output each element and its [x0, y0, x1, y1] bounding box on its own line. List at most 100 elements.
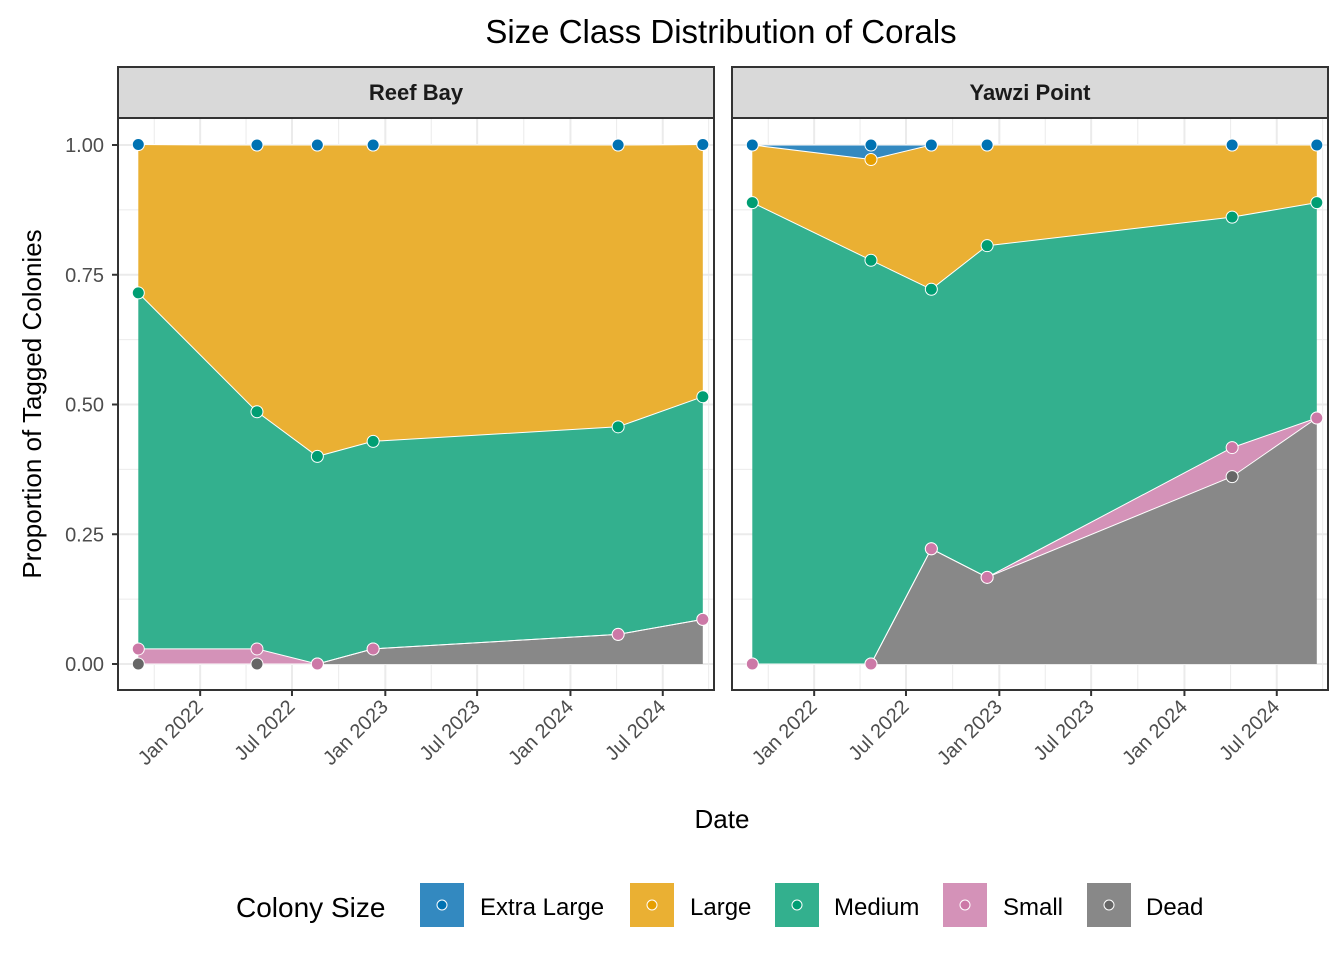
legend: Colony Size Extra Large Large Medium Small D… — [236, 883, 1203, 927]
legend-point-dead — [1103, 899, 1115, 911]
legend-label: Extra Large — [480, 894, 604, 921]
panel-reef-bay: Reef Bay Jan 2022 Jul 2022 Jan 2023 Jul 2023… — [117, 66, 715, 770]
area-dead — [138, 619, 703, 664]
x-tick-label: Jul 2022 — [230, 696, 299, 765]
point-small — [864, 657, 878, 671]
point-small — [250, 642, 264, 656]
legend-item-medium: Medium — [775, 883, 919, 927]
point-medium — [366, 434, 380, 448]
point-small — [131, 642, 145, 656]
legend-label: Large — [690, 894, 751, 921]
point-extra-large — [924, 138, 938, 152]
x-tick-label: Jul 2024 — [601, 696, 670, 765]
x-tick-label: Jul 2024 — [1215, 696, 1284, 765]
point-medium — [745, 196, 759, 210]
x-tick-label: Jan 2023 — [933, 696, 1007, 770]
area-small — [752, 418, 1317, 664]
area-edge-extra-large — [138, 144, 703, 146]
area-extra-large — [752, 145, 1317, 160]
y-tick-label: 0.50 — [65, 395, 104, 417]
point-small — [611, 627, 625, 641]
point-small — [980, 570, 994, 584]
point-dead — [131, 657, 145, 671]
point-medium — [131, 286, 145, 300]
x-axis-title: Date — [695, 804, 750, 834]
legend-point-medium — [791, 899, 803, 911]
area-large — [752, 145, 1317, 290]
area-medium — [138, 292, 703, 664]
point-extra-large — [745, 138, 759, 152]
legend-item-large: Large — [630, 883, 751, 927]
legend-item-small: Small — [943, 883, 1063, 927]
strip-background — [731, 66, 1329, 119]
point-large — [864, 153, 878, 167]
point-dead — [1225, 470, 1239, 484]
point-small — [1310, 411, 1324, 425]
point-extra-large — [310, 138, 324, 152]
legend-label: Dead — [1146, 894, 1203, 921]
area-edge-medium — [752, 202, 1317, 290]
y-axis-title: Proportion of Tagged Colonies — [17, 229, 47, 578]
strip-label: Yawzi Point — [969, 80, 1091, 105]
point-small — [696, 612, 710, 626]
point-extra-large — [980, 138, 994, 152]
point-medium — [924, 282, 938, 296]
point-small — [1225, 441, 1239, 455]
point-small — [310, 657, 324, 671]
point-extra-large — [1225, 138, 1239, 152]
point-dead — [250, 657, 264, 671]
x-tick-label: Jan 2022 — [748, 696, 822, 770]
chart-title: Size Class Distribution of Corals — [485, 13, 956, 50]
area-medium — [752, 202, 1317, 664]
point-medium — [864, 253, 878, 267]
strip-label: Reef Bay — [369, 80, 464, 105]
x-tick-label: Jul 2022 — [844, 696, 913, 765]
x-tick-label: Jul 2023 — [1030, 696, 1099, 765]
point-small — [924, 542, 938, 556]
y-tick-label: 0.75 — [65, 265, 104, 287]
x-tick-label: Jan 2022 — [134, 696, 208, 770]
area-small — [138, 619, 703, 664]
point-extra-large — [611, 138, 625, 152]
point-extra-large — [366, 138, 380, 152]
panel-yawzi-point: Yawzi Point Jan 2022 Jul 2022 Jan 2023 Jul 2… — [731, 66, 1329, 770]
x-tick-label: Jan 2024 — [504, 696, 578, 770]
legend-item-extra-large: Extra Large — [420, 883, 604, 927]
point-small — [745, 657, 759, 671]
point-medium — [696, 390, 710, 404]
point-extra-large — [250, 138, 264, 152]
point-small — [366, 642, 380, 656]
y-tick-label: 1.00 — [65, 135, 104, 157]
legend-point-large — [646, 899, 658, 911]
area-edge-medium — [137, 292, 703, 457]
x-tick-label: Jul 2023 — [416, 696, 485, 765]
x-tick-label: Jan 2024 — [1118, 696, 1192, 770]
x-tick-label: Jan 2023 — [319, 696, 393, 770]
point-extra-large — [864, 138, 878, 152]
point-medium — [250, 405, 264, 419]
area-large — [138, 144, 703, 457]
point-medium — [1310, 196, 1324, 210]
area-edge-small — [752, 417, 1317, 665]
legend-title: Colony Size — [236, 892, 385, 923]
legend-point-extra-large — [436, 899, 448, 911]
strip-background — [117, 66, 715, 119]
point-medium — [980, 239, 994, 253]
facet-panels: Reef Bay Jan 2022 Jul 2022 Jan 2023 Jul 2023… — [117, 66, 1329, 770]
legend-point-small — [959, 899, 971, 911]
point-medium — [310, 449, 324, 463]
point-medium — [611, 420, 625, 434]
y-tick-label: 0.25 — [65, 524, 104, 546]
y-axis: 0.00 0.25 0.50 0.75 1.00 — [65, 135, 118, 676]
point-extra-large — [696, 137, 710, 151]
legend-label: Small — [1003, 894, 1063, 921]
area-edge-small — [138, 618, 703, 665]
legend-label: Medium — [834, 894, 919, 921]
legend-item-dead: Dead — [1087, 883, 1203, 927]
point-extra-large — [1310, 138, 1324, 152]
point-extra-large — [131, 137, 145, 151]
area-dead — [752, 418, 1317, 664]
y-tick-label: 0.00 — [65, 654, 104, 676]
point-medium — [1225, 210, 1239, 224]
